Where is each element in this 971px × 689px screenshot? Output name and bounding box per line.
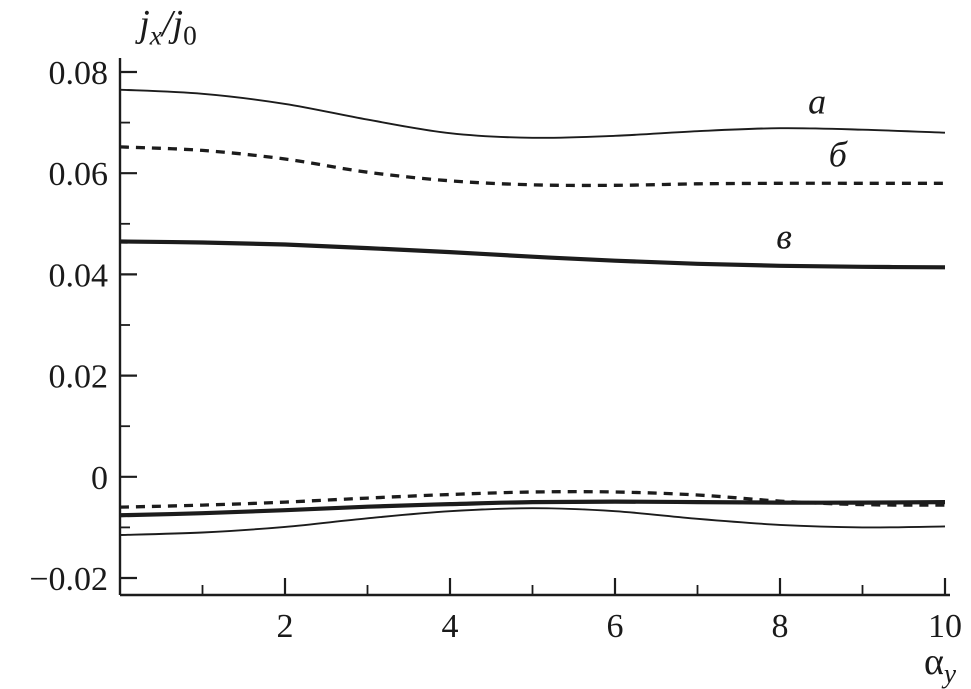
x-tick-label: 4 (442, 608, 459, 645)
series-curve-a-upper (119, 88, 946, 139)
x-tick-label: 8 (772, 608, 789, 645)
x-tick-label: 6 (607, 608, 624, 645)
y-tick-label: 0 (91, 460, 108, 497)
series-curve-b-lower (119, 490, 946, 509)
series-curve-v-upper (119, 239, 946, 270)
x-tick-label: 10 (928, 608, 962, 645)
series-curve-v-lower (119, 499, 946, 518)
series-curve-b-upper (119, 145, 945, 188)
y-tick-label: 0.02 (49, 359, 109, 396)
x-axis-title: αy (924, 641, 957, 688)
x-tick-label: 2 (277, 608, 294, 645)
curve-label-в: в (776, 216, 792, 256)
curve-label-a: a (808, 81, 826, 121)
y-tick-label: 0.04 (49, 257, 109, 294)
y-axis-title: jx/j0 (134, 3, 197, 50)
curve-label-б: б (829, 134, 849, 174)
y-tick-label: 0.08 (49, 55, 109, 92)
y-tick-label: 0.06 (49, 156, 109, 193)
series-curve-a-lower (119, 507, 946, 536)
y-tick-label: −0.02 (29, 561, 108, 598)
